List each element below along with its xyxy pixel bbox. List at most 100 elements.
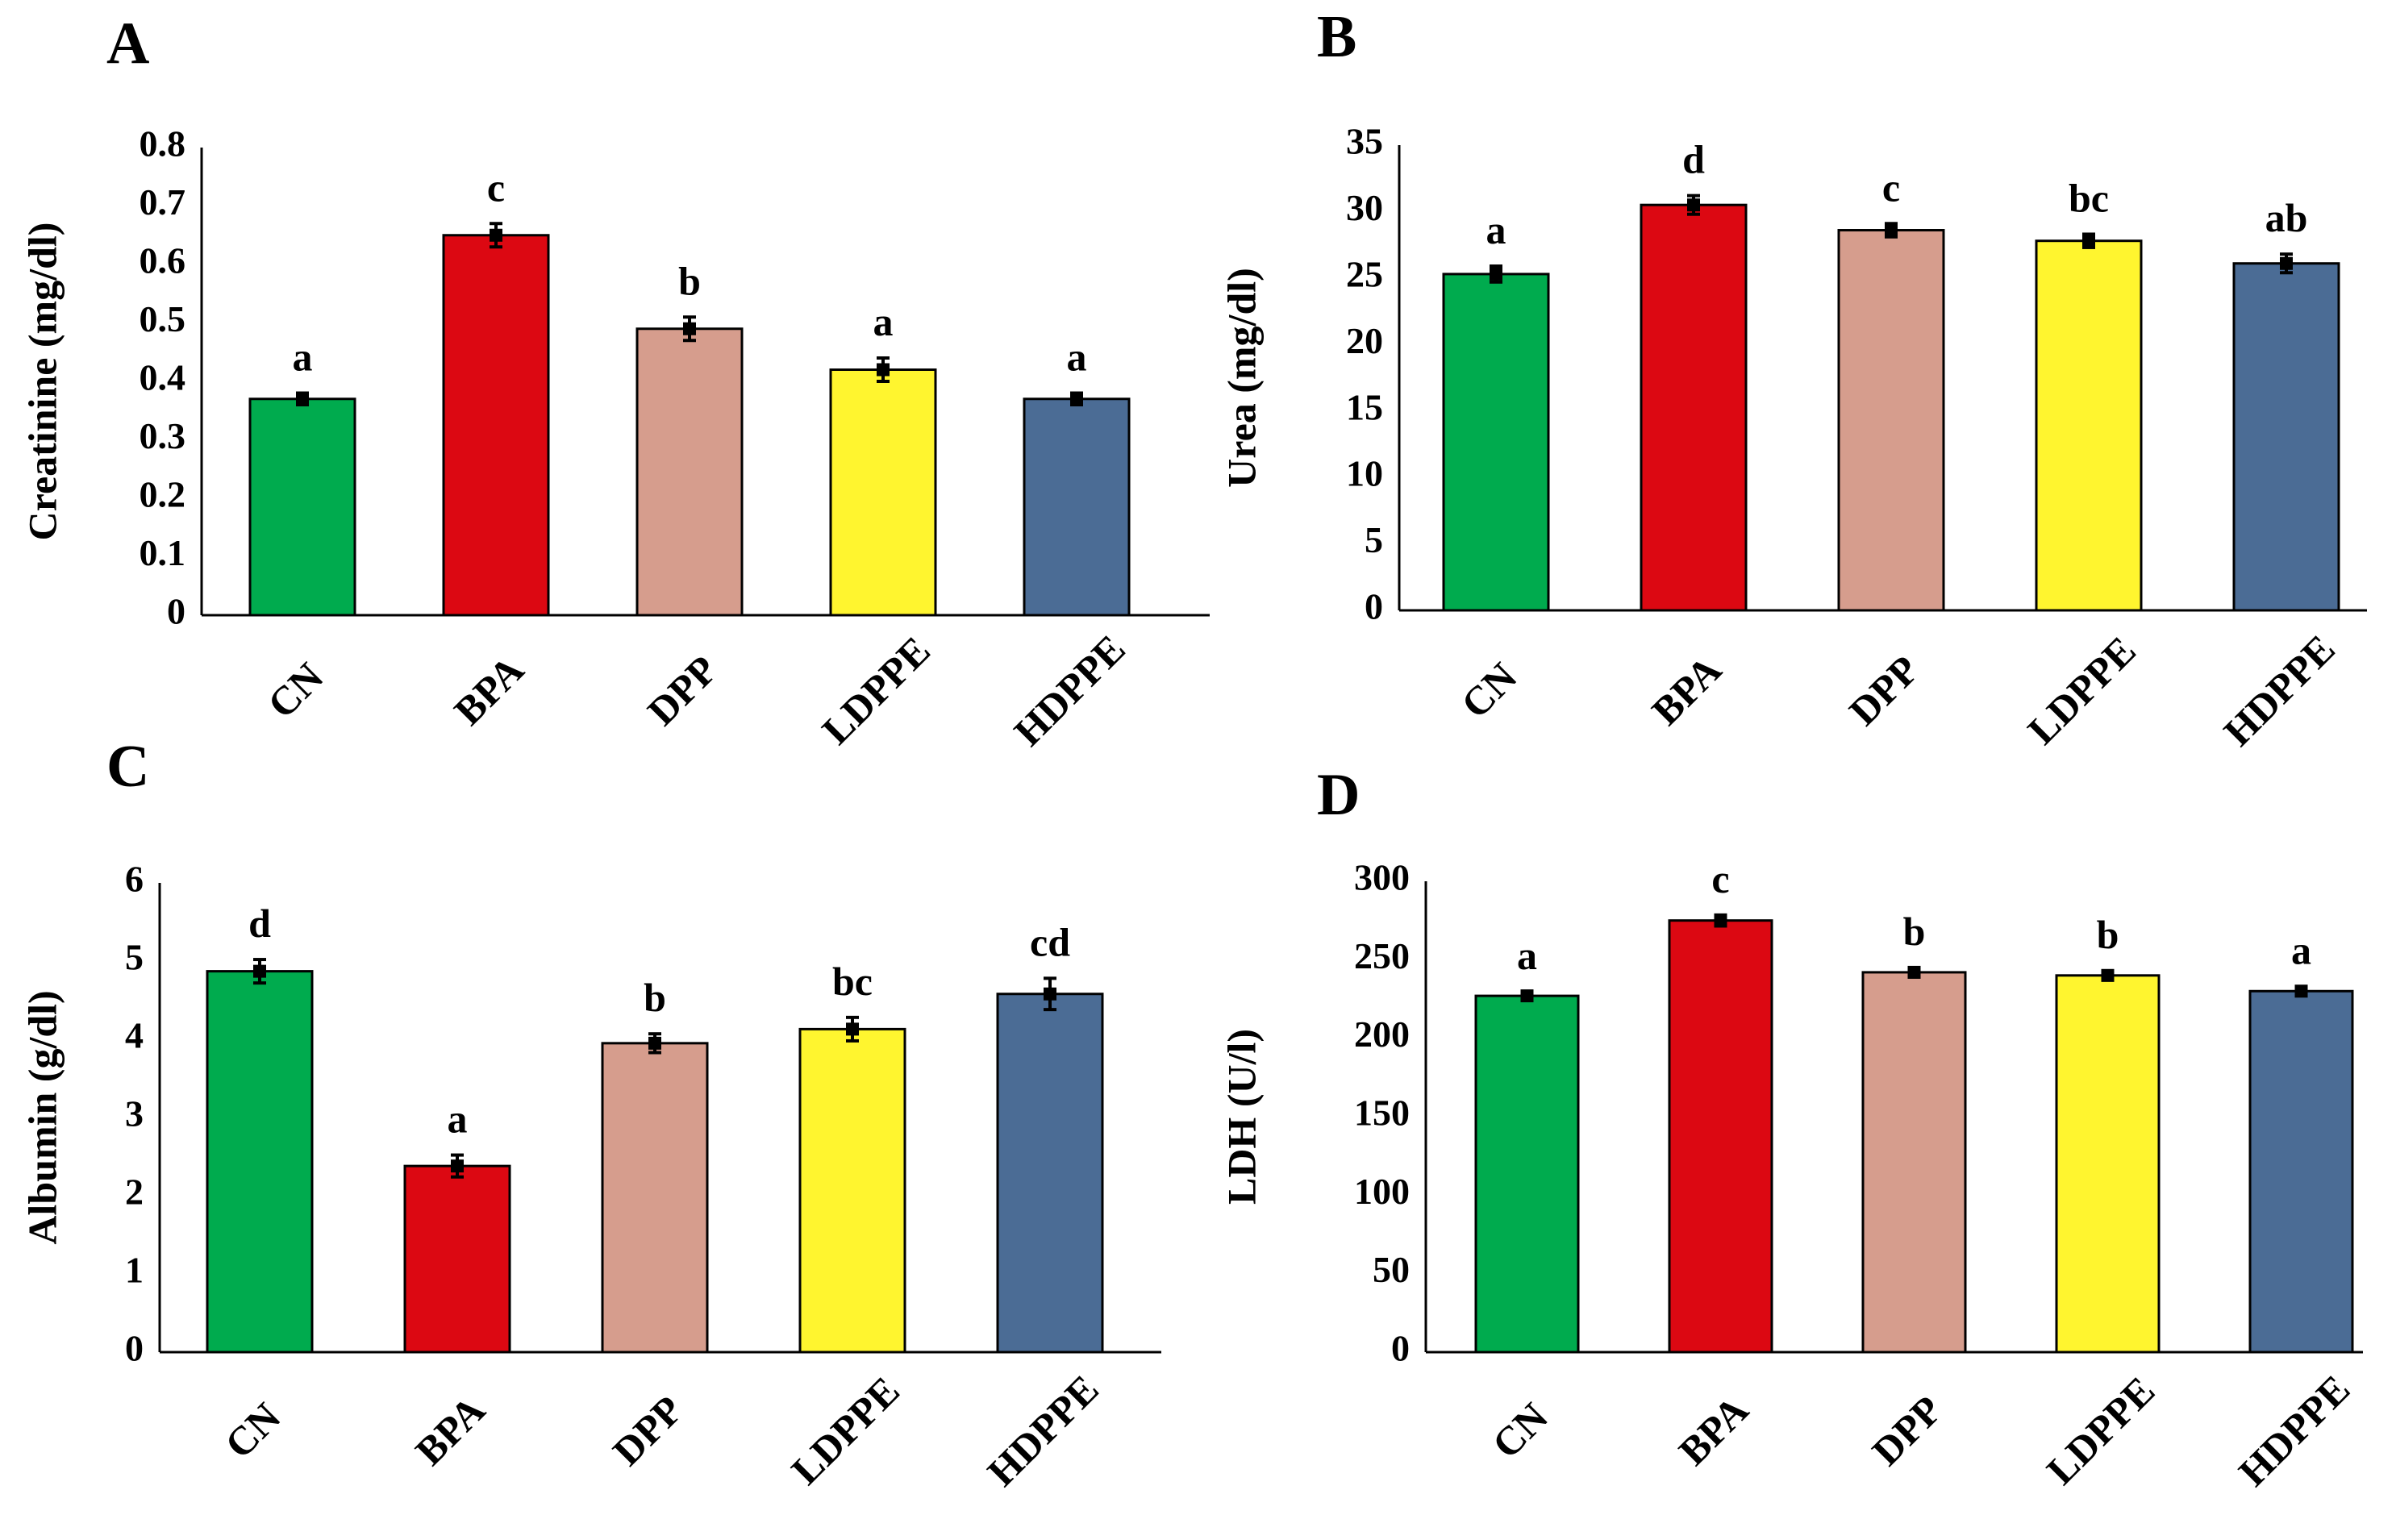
mean-marker	[1714, 914, 1727, 927]
x-tick-label: LDPPE	[782, 1367, 907, 1492]
y-axis-label: Albumin (g/dl)	[19, 990, 65, 1244]
mean-marker	[1044, 987, 1056, 1001]
bar-cn	[248, 397, 356, 617]
bar-cn	[1442, 273, 1550, 612]
bar-ldppe	[798, 1027, 906, 1354]
y-axis-label: LDH (U/l)	[1219, 1029, 1264, 1205]
y-tick-label: 20	[1346, 320, 1383, 361]
x-tick-label: CN	[259, 654, 332, 727]
x-tick-label: DPP	[1863, 1387, 1950, 1474]
y-tick-label: 6	[125, 859, 144, 900]
x-tick-label: DPP	[639, 647, 726, 734]
y-tick-label: 5	[1365, 519, 1383, 560]
bar-dpp	[1861, 971, 1967, 1354]
bar-hdppe	[2232, 262, 2340, 612]
x-tick-label: CN	[216, 1394, 290, 1467]
mean-marker	[1907, 965, 1921, 979]
mean-marker	[877, 363, 890, 377]
mean-marker	[490, 228, 502, 242]
chart-panel-d: D LDH (U/l) 0 50 100 150 200 250 300 a CN c BPA b DPP b…	[1219, 762, 2363, 1495]
mean-marker	[296, 392, 309, 406]
y-tick-label: 0	[125, 1328, 144, 1369]
y-tick-label: 5	[125, 937, 144, 978]
mean-marker	[846, 1022, 859, 1036]
x-tick-label: DPP	[1840, 647, 1927, 734]
y-tick-label: 1	[125, 1250, 144, 1291]
y-tick-label: 0.3	[140, 415, 186, 456]
y-tick-label: 0	[1391, 1328, 1410, 1369]
bar-ldppe	[2035, 239, 2143, 612]
y-tick-label: 0.4	[140, 357, 186, 398]
mean-marker	[253, 964, 266, 978]
bar-hdppe	[1023, 397, 1131, 617]
y-tick-label: 50	[1373, 1249, 1410, 1290]
y-tick-label: 2	[125, 1172, 144, 1213]
x-tick-label: LDPPE	[2038, 1367, 2163, 1492]
x-tick-label: LDPPE	[2019, 627, 2144, 752]
mean-marker	[1490, 267, 1502, 281]
y-tick-label: 0.6	[140, 240, 186, 281]
x-tick-label: DPP	[604, 1387, 691, 1474]
bar-dpp	[635, 327, 744, 617]
y-tick-label: 0.7	[140, 181, 186, 223]
y-tick-label: 0.2	[140, 474, 186, 515]
significance-letter: c	[1711, 856, 1729, 901]
y-tick-label: 10	[1346, 453, 1383, 494]
bar-dpp	[1837, 229, 1945, 612]
significance-letter: d	[1682, 137, 1705, 182]
mean-marker	[2101, 968, 2115, 982]
x-tick-label: HDPPE	[978, 1366, 1106, 1494]
y-tick-label: 150	[1354, 1093, 1410, 1134]
chart-panel-a: A Creatinine (mg/dl) 0 0.1 0.2 0.3 0.4 0.5 0.6 0.…	[19, 10, 1210, 755]
mean-marker	[1885, 223, 1898, 237]
significance-letter: b	[2097, 912, 2119, 957]
significance-letter: b	[1903, 909, 1926, 954]
y-tick-label: 35	[1346, 121, 1383, 162]
y-tick-label: 25	[1346, 253, 1383, 294]
panel-label: C	[106, 734, 149, 800]
significance-letter: a	[2291, 927, 2311, 972]
mean-marker	[451, 1159, 464, 1173]
y-tick-label: 200	[1354, 1013, 1410, 1055]
significance-letter: b	[644, 975, 666, 1020]
significance-letter: d	[248, 901, 271, 946]
mean-marker	[1520, 989, 1534, 1003]
mean-marker	[2280, 256, 2293, 270]
significance-letter: bc	[832, 959, 873, 1004]
significance-letter: a	[873, 299, 894, 344]
panel-label: B	[1317, 4, 1356, 70]
significance-letter: c	[1882, 164, 1900, 210]
y-tick-label: 100	[1354, 1171, 1410, 1212]
mean-marker	[2082, 234, 2095, 248]
bar-bpa	[442, 234, 550, 617]
y-tick-label: 0.8	[140, 123, 186, 164]
significance-letter: a	[448, 1097, 468, 1142]
y-tick-label: 0	[167, 591, 185, 632]
mean-marker	[648, 1036, 661, 1050]
y-axis-label: Creatinine (mg/dl)	[19, 223, 65, 541]
x-tick-label: CN	[1483, 1394, 1556, 1467]
y-tick-label: 0	[1365, 586, 1383, 627]
significance-letter: b	[678, 258, 701, 303]
significance-letter: a	[293, 335, 313, 380]
x-tick-label: BPA	[406, 1387, 494, 1474]
bar-ldppe	[829, 368, 937, 617]
mean-marker	[2294, 984, 2308, 998]
bar-dpp	[601, 1042, 709, 1354]
bar-ldppe	[2055, 974, 2161, 1354]
y-tick-label: 250	[1354, 935, 1410, 976]
bar-bpa	[1668, 919, 1773, 1354]
y-tick-label: 4	[125, 1015, 144, 1056]
x-tick-label: BPA	[445, 647, 532, 734]
significance-letter: a	[1486, 207, 1506, 252]
bar-cn	[206, 970, 314, 1354]
panel-label: D	[1317, 762, 1360, 828]
x-tick-label: HDPPE	[1005, 626, 1133, 754]
x-tick-label: BPA	[1670, 1387, 1757, 1474]
y-tick-label: 3	[125, 1093, 144, 1134]
bar-bpa	[403, 1164, 511, 1354]
significance-letter: c	[487, 164, 505, 210]
significance-letter: a	[1067, 335, 1087, 380]
bar-hdppe	[2248, 989, 2354, 1354]
y-tick-label: 0.1	[140, 532, 186, 573]
